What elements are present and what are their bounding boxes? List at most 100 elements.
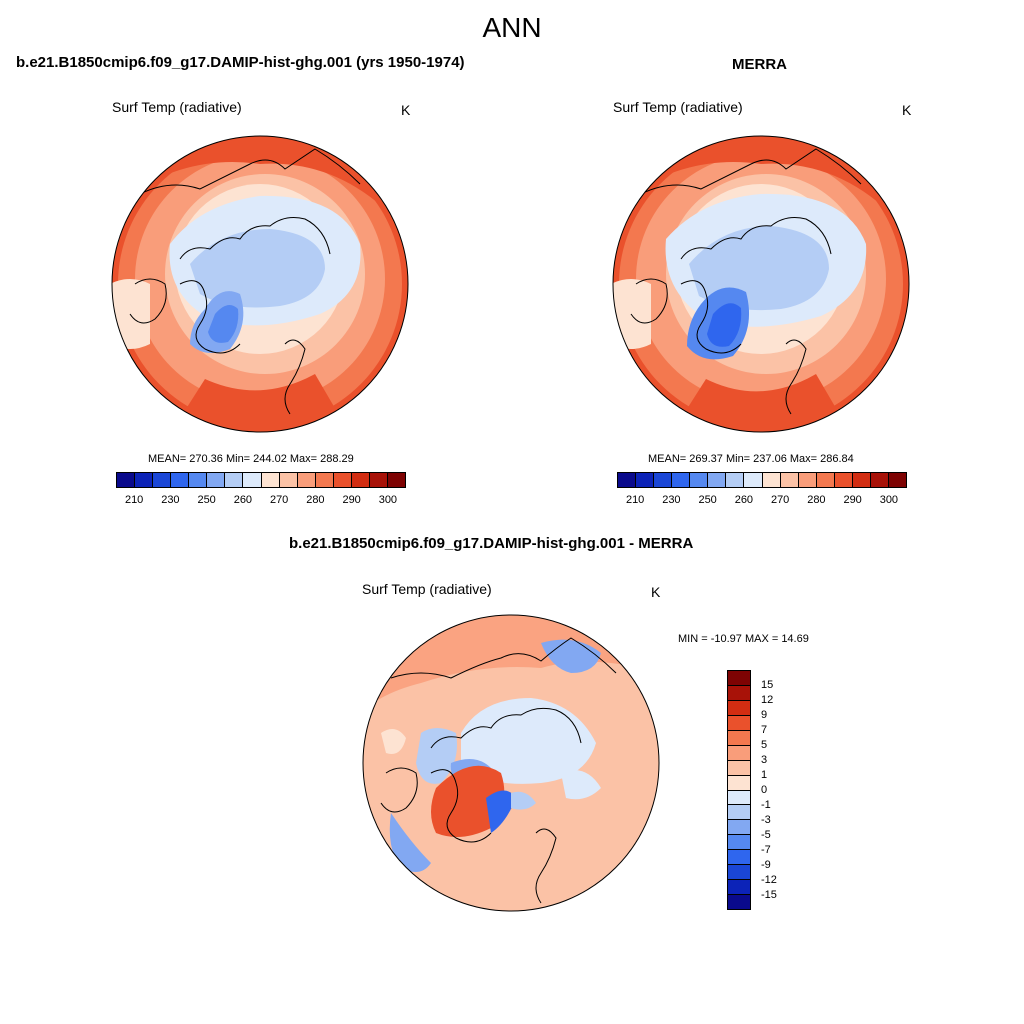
colorbar-swatch [243, 473, 262, 487]
panel-2-colorbar-ticks: 210 230 250 260 270 280 290 300 [617, 494, 907, 508]
colorbar-swatch [135, 473, 154, 487]
panel-3-variable: Surf Temp (radiative) [362, 581, 492, 597]
colorbar-swatch [834, 473, 853, 487]
colorbar-swatch [636, 473, 655, 487]
colorbar-tick-label: 250 [698, 494, 717, 506]
colorbar-swatch [387, 473, 405, 487]
colorbar-tick-label: 270 [770, 494, 790, 506]
figure-title: ANN [482, 12, 542, 43]
colorbar-tick-label: 210 [625, 494, 645, 506]
colorbar-swatch [728, 850, 750, 866]
panel-1-colorbar [116, 472, 406, 488]
colorbar-tick-label: -15 [761, 889, 777, 901]
colorbar-swatch [315, 473, 334, 487]
colorbar-swatch [153, 473, 172, 487]
colorbar-swatch [189, 473, 208, 487]
colorbar-tick-label: 7 [761, 724, 768, 736]
colorbar-swatch [728, 745, 750, 761]
colorbar-swatch [117, 473, 136, 487]
colorbar-tick-label: 270 [269, 494, 289, 506]
panel-2-colorbar [617, 472, 907, 488]
colorbar-tick-label: 290 [342, 494, 361, 506]
colorbar-swatch [672, 473, 691, 487]
colorbar-tick-label: 0 [761, 784, 768, 796]
colorbar-swatch [728, 835, 750, 851]
colorbar-swatch [798, 473, 817, 487]
colorbar-swatch [726, 473, 745, 487]
colorbar-swatch [333, 473, 352, 487]
colorbar-tick-label: 260 [233, 494, 253, 506]
panel-3-polar-map [362, 614, 660, 912]
colorbar-swatch [351, 473, 370, 487]
colorbar-tick-label: 9 [761, 709, 768, 721]
colorbar-swatch [369, 473, 388, 487]
colorbar-swatch [762, 473, 781, 487]
colorbar-tick-label: 5 [761, 739, 768, 751]
colorbar-tick-label: -12 [761, 874, 777, 886]
colorbar-swatch [744, 473, 763, 487]
colorbar-swatch [780, 473, 799, 487]
colorbar-swatch [171, 473, 190, 487]
colorbar-tick-label: -1 [761, 799, 771, 811]
colorbar-swatch [728, 880, 750, 896]
colorbar-swatch [279, 473, 298, 487]
colorbar-swatch [728, 790, 750, 806]
panel-1-stats: MEAN= 270.36 Min= 244.02 Max= 288.29 [148, 453, 354, 465]
colorbar-swatch [618, 473, 637, 487]
panel-2-stats: MEAN= 269.37 Min= 237.06 Max= 286.84 [648, 453, 854, 465]
colorbar-tick-label: -9 [761, 859, 771, 871]
colorbar-swatch [728, 671, 750, 686]
colorbar-tick-label: 3 [761, 754, 768, 766]
panel-3-stats: MIN = -10.97 MAX = 14.69 [678, 633, 809, 645]
colorbar-swatch [728, 760, 750, 776]
colorbar-tick-label: 280 [306, 494, 325, 506]
colorbar-swatch [728, 820, 750, 836]
colorbar-tick-label: 12 [761, 694, 774, 706]
colorbar-swatch [728, 775, 750, 791]
colorbar-tick-label: 230 [161, 494, 180, 506]
colorbar-swatch [708, 473, 727, 487]
colorbar-swatch [654, 473, 673, 487]
colorbar-tick-label: 1 [761, 769, 768, 781]
panel-3-title: b.e21.B1850cmip6.f09_g17.DAMIP-hist-ghg.… [289, 535, 694, 552]
colorbar-swatch [261, 473, 280, 487]
colorbar-tick-label: -7 [761, 844, 771, 856]
colorbar-tick-label: 280 [807, 494, 826, 506]
panel-2-polar-map [612, 135, 910, 433]
colorbar-tick-label: 260 [734, 494, 754, 506]
colorbar-swatch [728, 715, 750, 731]
colorbar-swatch [728, 730, 750, 746]
panel-2-variable: Surf Temp (radiative) [613, 99, 743, 115]
colorbar-swatch [870, 473, 889, 487]
panel-2-title: MERRA [732, 56, 787, 73]
colorbar-tick-label: 290 [843, 494, 862, 506]
colorbar-tick-label: 230 [662, 494, 681, 506]
panel-1-variable: Surf Temp (radiative) [112, 99, 242, 115]
colorbar-tick-label: 300 [378, 494, 398, 506]
colorbar-tick-label: 250 [197, 494, 216, 506]
panel-3-units: K [651, 584, 661, 600]
panel-1-units: K [401, 102, 411, 118]
colorbar-swatch [207, 473, 226, 487]
colorbar-swatch [728, 805, 750, 821]
colorbar-tick-label: -3 [761, 814, 771, 826]
panel-1-colorbar-ticks: 210 230 250 260 270 280 290 300 [116, 494, 406, 508]
colorbar-swatch [728, 685, 750, 701]
colorbar-swatch [225, 473, 244, 487]
colorbar-swatch [690, 473, 709, 487]
colorbar-swatch [728, 700, 750, 716]
colorbar-swatch [728, 865, 750, 881]
panel-2-units: K [902, 102, 912, 118]
colorbar-tick-label: 210 [124, 494, 144, 506]
colorbar-swatch [852, 473, 871, 487]
colorbar-swatch [816, 473, 835, 487]
colorbar-swatch [728, 895, 750, 909]
colorbar-tick-label: 300 [879, 494, 899, 506]
colorbar-tick-label: 15 [761, 679, 774, 691]
panel-3-colorbar-ticks: 15 12 9 7 5 3 1 0 -1 -3 -5 -7 -9 -12 -15 [761, 670, 801, 910]
colorbar-swatch [888, 473, 906, 487]
colorbar-swatch [297, 473, 316, 487]
colorbar-tick-label: -5 [761, 829, 771, 841]
panel-3-colorbar [727, 670, 751, 910]
panel-1-title: b.e21.B1850cmip6.f09_g17.DAMIP-hist-ghg.… [16, 54, 465, 71]
